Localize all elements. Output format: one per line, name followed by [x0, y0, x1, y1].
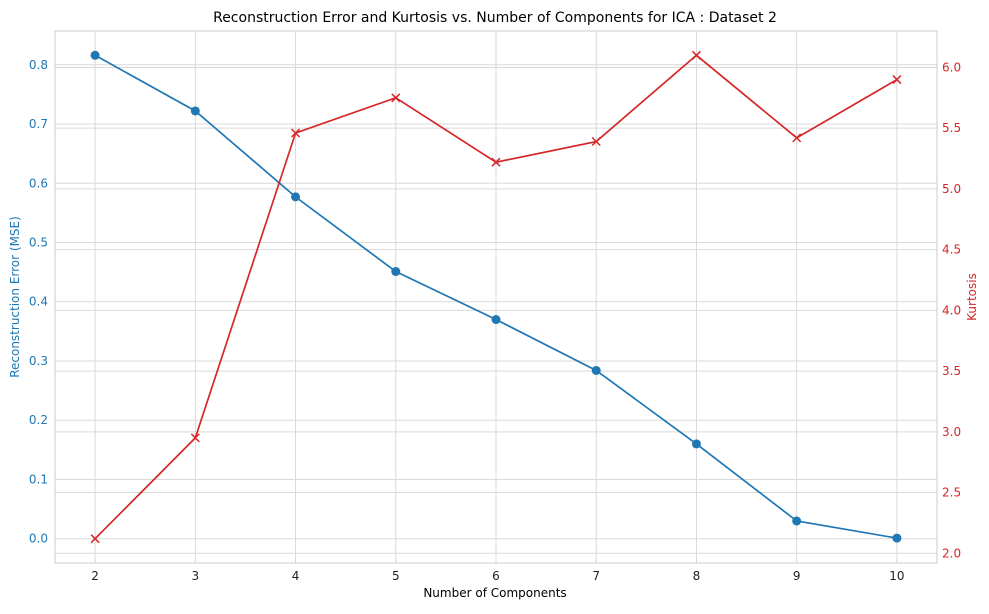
x-tick-label: 10: [889, 569, 904, 583]
data-point-reconstruction-error: [491, 315, 501, 325]
y-right-tick-label: 5.5: [942, 121, 961, 135]
data-point-reconstruction-error: [691, 439, 701, 449]
x-tick-label: 8: [693, 569, 701, 583]
y-right-axis-ticks: 2.0 2.5 3.0 3.5 4.0 4.5 5.0 5.5 6.0: [942, 60, 961, 560]
data-point-reconstruction-error: [391, 267, 401, 277]
data-point-kurtosis: [792, 133, 802, 143]
chart-title: Reconstruction Error and Kurtosis vs. Nu…: [213, 10, 777, 26]
data-point-kurtosis: [491, 157, 501, 167]
plot-frame: [54, 30, 938, 564]
x-tick-label: 6: [492, 569, 500, 583]
data-point-kurtosis: [190, 433, 200, 443]
y-left-tick-label: 0.7: [29, 117, 48, 131]
y-left-tick-label: 0.6: [29, 176, 48, 190]
data-point-reconstruction-error: [591, 365, 601, 375]
data-point-reconstruction-error: [90, 50, 100, 60]
x-axis-ticks: 2 3 4 5 6 7 8 9 10: [91, 569, 904, 583]
y-right-tick-label: 3.0: [942, 425, 961, 439]
data-point-reconstruction-error: [792, 516, 802, 526]
data-point-kurtosis: [892, 75, 902, 85]
y-left-axis-ticks: 0.0 0.1 0.2 0.3 0.4 0.5 0.6 0.7 0.8: [29, 58, 48, 546]
y-left-tick-label: 0.0: [29, 532, 48, 546]
y-left-tick-label: 0.1: [29, 472, 48, 486]
data-point-reconstruction-error: [892, 533, 902, 543]
y-left-tick-label: 0.4: [29, 295, 48, 309]
y-right-tick-label: 4.0: [942, 303, 961, 317]
x-tick-label: 7: [592, 569, 600, 583]
x-tick-label: 3: [191, 569, 199, 583]
y-left-tick-label: 0.8: [29, 58, 48, 72]
data-point-reconstruction-error: [190, 106, 200, 116]
y-right-axis-label: Kurtosis: [965, 273, 979, 321]
y-right-tick-label: 2.5: [942, 486, 961, 500]
y-right-tick-label: 6.0: [942, 60, 961, 74]
data-point-kurtosis: [691, 50, 701, 60]
x-tick-label: 9: [793, 569, 801, 583]
x-tick-label: 5: [392, 569, 400, 583]
x-tick-label: 4: [292, 569, 300, 583]
y-right-tick-label: 2.0: [942, 546, 961, 560]
data-point-kurtosis: [90, 534, 100, 544]
y-left-tick-label: 0.2: [29, 413, 48, 427]
x-tick-label: 2: [91, 569, 99, 583]
y-left-axis-label: Reconstruction Error (MSE): [8, 216, 22, 378]
y-right-tick-label: 3.5: [942, 364, 961, 378]
y-right-tick-label: 4.5: [942, 243, 961, 257]
y-left-tick-label: 0.3: [29, 354, 48, 368]
data-point-reconstruction-error: [291, 192, 301, 202]
data-point-kurtosis: [391, 93, 401, 103]
x-axis-label: Number of Components: [423, 586, 566, 600]
series-layer: [90, 50, 902, 544]
grid-layer: [55, 31, 937, 563]
data-point-kurtosis: [291, 128, 301, 138]
data-point-kurtosis: [591, 136, 601, 147]
y-left-tick-label: 0.5: [29, 235, 48, 249]
y-right-tick-label: 5.0: [942, 182, 961, 196]
